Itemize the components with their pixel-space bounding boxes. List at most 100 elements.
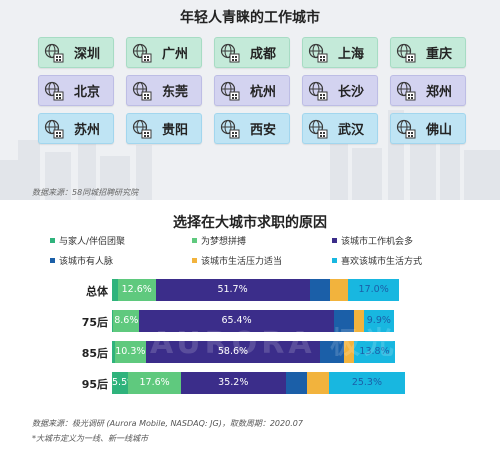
city-name: 西安 [249,123,276,138]
city-card: 上海 [302,37,378,68]
bar-segment [180,372,286,394]
city-building-icon [395,42,417,64]
data-label: 35.2% [218,377,249,388]
city-card: 佛山 [390,113,466,144]
city-building-icon [395,80,417,102]
city-name: 杭州 [249,85,276,100]
city-card: 重庆 [390,37,466,68]
city-building-icon [43,42,65,64]
bar-segment [343,341,354,363]
city-building-icon [395,118,417,140]
bar-segment [145,341,321,363]
bar-segment [364,310,394,332]
data-label: 8.6% [114,315,139,326]
city-name: 佛山 [425,123,452,138]
city-card: 杭州 [214,75,290,106]
bar-segment [112,341,115,363]
bar-segment [353,341,396,363]
data-label: 12.6% [121,284,152,295]
city-name: 贵阳 [161,123,188,138]
legend-swatch [332,238,337,243]
city-card: 成都 [214,37,290,68]
legend-swatch [192,258,197,263]
city-building-icon [131,42,153,64]
bar-segment [329,372,405,394]
bar-segment [320,341,344,363]
chart-source: 数据来源：极光调研 (Aurora Mobile, NASDAQ: JG)，取数… [32,419,303,428]
legend-swatch [192,238,197,243]
city-card: 郑州 [390,75,466,106]
city-name: 重庆 [425,47,452,62]
city-name: 苏州 [73,123,100,138]
legend-item: 该城市有人脉 [50,254,192,267]
data-label: 13.8% [359,346,390,357]
legend-item: 与家人/伴侣团聚 [50,234,192,247]
cities-source: 数据来源：58同城招聘研究院 [32,188,139,197]
bar-segment [155,279,310,301]
city-building-icon [307,118,329,140]
category-label: 75后 [81,316,108,329]
city-name: 北京 [73,85,100,100]
city-building-icon [131,80,153,102]
chart-legend: 与家人/伴侣团聚 为梦想拼搏 该城市工作机会多该城市有人脉 该城市生活压力适当 喜欢该城… [50,234,490,267]
city-card: 长沙 [302,75,378,106]
city-name: 成都 [249,47,276,62]
chart-title: 选择在大城市求职的原因 [173,215,327,231]
bar-segment [117,279,156,301]
legend-label: 该城市生活压力适当 [201,257,283,267]
legend-label: 与家人/伴侣团聚 [59,237,126,247]
legend-swatch [332,258,337,263]
legend-label: 喜欢该城市生活方式 [341,257,423,267]
city-building-icon [131,118,153,140]
bar-segment [348,279,399,301]
bar-segment [128,372,181,394]
category-label: 总体 [86,285,108,298]
bar-segment [309,279,331,301]
category-label: 85后 [81,347,108,360]
bar-segment [112,279,118,301]
data-label: 17.0% [358,284,389,295]
city-name: 上海 [337,47,364,62]
legend-swatch [50,238,55,243]
data-label: 25.3% [351,377,383,388]
chart-footnote: *大城市定义为一线、新一线城市 [32,434,148,443]
city-building-icon [219,42,241,64]
bar-segment [285,372,307,394]
category-label: 95后 [81,378,108,391]
bar-segment [139,310,334,332]
city-name: 郑州 [425,85,452,100]
city-card: 深圳 [38,37,114,68]
city-card: 广州 [126,37,202,68]
city-building-icon [43,118,65,140]
legend-swatch [50,258,55,263]
city-building-icon [219,80,241,102]
city-grid: 深圳 广州 成都 上海 重庆北京 东莞 杭州 长沙 郑州苏州 贵阳 西安 武汉 佛山 [38,37,478,144]
bar-segment [114,341,146,363]
data-label: 51.7% [217,284,248,295]
bar-segment [112,310,114,332]
legend-label: 为梦想拼搏 [201,237,247,247]
data-label: 9.9% [366,315,391,326]
legend-label: 该城市有人脉 [59,257,114,267]
cities-title: 年轻人青睐的工作城市 [180,10,320,26]
bar-segment [330,279,349,301]
city-card: 武汉 [302,113,378,144]
city-card: 东莞 [126,75,202,106]
legend-label: 该城市工作机会多 [341,237,414,247]
city-building-icon [43,80,65,102]
legend-item: 为梦想拼搏 [192,234,332,247]
data-label: 58.6% [217,346,249,357]
data-label: 5.5% [112,377,137,388]
city-name: 广州 [161,47,188,62]
data-label: 65.4% [221,315,252,326]
city-card: 贵阳 [126,113,202,144]
legend-item: 喜欢该城市生活方式 [332,254,482,267]
bar-segment [113,310,140,332]
city-name: 东莞 [161,85,188,100]
city-building-icon [219,118,241,140]
bar-segment [334,310,354,332]
bar-segment [112,372,129,394]
city-name: 深圳 [73,47,100,62]
